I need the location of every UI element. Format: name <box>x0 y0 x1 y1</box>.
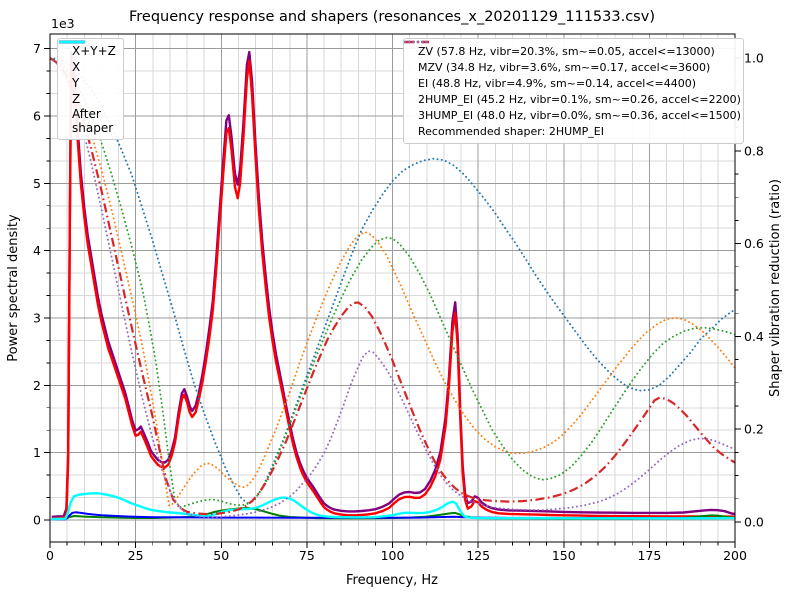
legend-label: X <box>72 60 81 74</box>
legend-entry: Y <box>59 40 116 91</box>
x-tick-label: 50 <box>213 548 229 563</box>
curve-after-shaper <box>51 492 735 521</box>
y-left-tick-label: 0 <box>33 513 41 528</box>
legend-label: X+Y+Z <box>72 44 116 58</box>
x-tick-label: 125 <box>466 548 490 563</box>
chart-title: Frequency response and shapers (resonanc… <box>129 9 655 25</box>
legend-label: Recommended shaper: 2HUMP_EI <box>418 124 604 138</box>
legend-label: MZV (34.8 Hz, vibr=3.6%, sm~=0.17, accel… <box>418 60 711 74</box>
legend-entry: 2HUMP_EI (45.2 Hz, vibr=0.1%, sm~=0.26, … <box>405 40 741 107</box>
x-axis-label: Frequency, Hz <box>346 573 438 588</box>
legend-entry: After shaper <box>59 40 116 135</box>
y-left-axis-label: Power spectral density <box>6 214 21 362</box>
legend-entry: EI (48.8 Hz, vibr=4.9%, sm~=0.14, accel<… <box>404 40 736 91</box>
x-tick-label: 25 <box>128 548 144 563</box>
legend-label: Y <box>72 76 80 90</box>
y-right-tick-label: 0.4 <box>744 329 764 344</box>
tick-labels: 0 25 50 75 100 125 150 175 200 0 1 2 3 4 5 6 7 0.0 0.2 0.4 0… <box>33 41 764 563</box>
legend-label: 2HUMP_EI (45.2 Hz, vibr=0.1%, sm~=0.26, … <box>418 92 741 106</box>
curve-x <box>51 59 735 520</box>
x-tick-label: 200 <box>723 548 747 563</box>
legend-entry: X+Y+Z <box>59 40 116 59</box>
y-axis-offset-text: 1e3 <box>51 16 75 31</box>
legend-entry: Recommended shaper: 2HUMP_EI <box>411 123 736 139</box>
legend-entry: X <box>59 40 116 75</box>
y-right-axis-label: Shaper vibration reduction (ratio) <box>768 179 783 397</box>
legend-label: ZV (57.8 Hz, vibr=20.3%, sm~=0.05, accel… <box>418 44 715 58</box>
curve-zv <box>50 57 735 505</box>
legend-label: 3HUMP_EI (48.0 Hz, vibr=0.0%, sm~=0.36, … <box>418 108 741 122</box>
y-left-tick-label: 3 <box>33 311 41 326</box>
y-left-tick-label: 1 <box>33 445 41 460</box>
y-right-tick-label: 0.8 <box>744 143 764 158</box>
legend-entry: Z <box>59 40 116 107</box>
y-left-tick-label: 2 <box>33 378 41 393</box>
legend-entry: 3HUMP_EI (48.0 Hz, vibr=0.0%, sm~=0.36, … <box>404 40 741 123</box>
shaper-legend: ZV (57.8 Hz, vibr=20.3%, sm~=0.05, accel… <box>403 38 744 144</box>
curve-ei <box>50 57 735 509</box>
legend-label: Z <box>72 92 81 106</box>
y-left-tick-label: 4 <box>33 243 41 258</box>
curve-mzv <box>50 57 735 507</box>
legend-label: EI (48.8 Hz, vibr=4.9%, sm~=0.14, accel<… <box>418 76 696 90</box>
y-left-tick-label: 6 <box>33 109 41 124</box>
y-right-tick-label: 1.0 <box>744 51 764 66</box>
psd-legend: X+Y+Z X Y Z After shaper <box>57 38 124 140</box>
curve-2hump-ei <box>50 57 735 516</box>
legend-entry: ZV (57.8 Hz, vibr=20.3%, sm~=0.05, accel… <box>404 40 736 59</box>
y-left-tick-label: 5 <box>33 176 41 191</box>
legend-label: After shaper <box>72 107 114 135</box>
x-tick-label: 75 <box>299 548 315 563</box>
y-right-tick-label: 0.2 <box>744 422 764 437</box>
y-right-tick-label: 0.0 <box>744 515 764 530</box>
legend-entry: MZV (34.8 Hz, vibr=3.6%, sm~=0.17, accel… <box>404 40 736 75</box>
x-tick-label: 100 <box>381 548 405 563</box>
y-right-tick-label: 0.6 <box>744 236 764 251</box>
y-left-tick-label: 7 <box>33 41 41 56</box>
curve-x-y-z <box>51 50 735 519</box>
x-tick-label: 175 <box>637 548 661 563</box>
x-tick-label: 150 <box>552 548 576 563</box>
data-curves <box>50 50 735 521</box>
x-tick-label: 0 <box>46 548 54 563</box>
